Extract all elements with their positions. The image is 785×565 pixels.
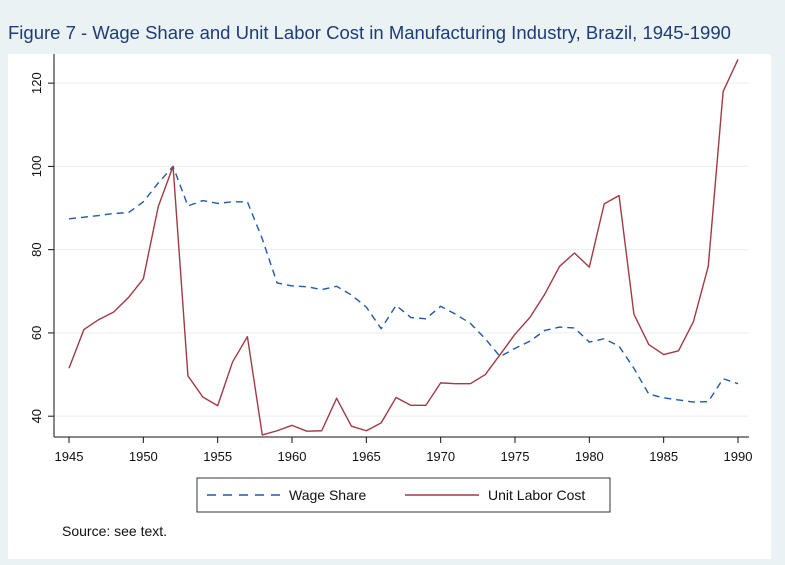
x-tick-label: 1985 — [649, 449, 678, 464]
series-line-unit-labor-cost — [68, 59, 739, 436]
x-tick-label: 1980 — [575, 449, 604, 464]
x-tick-label: 1990 — [724, 449, 753, 464]
chart-title: Figure 7 - Wage Share and Unit Labor Cos… — [8, 22, 731, 43]
grid-lines — [54, 82, 749, 417]
x-tick-label: 1950 — [129, 449, 158, 464]
legend-box — [196, 477, 611, 513]
x-tick-label: 1970 — [426, 449, 455, 464]
x-tick-label: 1960 — [278, 449, 307, 464]
x-tick-label: 1955 — [203, 449, 232, 464]
y-tick-label: 120 — [29, 72, 44, 94]
source-note: Source: see text. — [62, 523, 168, 539]
axis-ticks: 40 60 80 100 120 1945 1950 1955 1960 1965 1970 1975… — [29, 72, 752, 464]
series-lines — [68, 59, 739, 436]
series-line-wage-share — [68, 165, 739, 403]
legend-label-wage-share: Wage Share — [289, 487, 367, 503]
x-tick-label: 1975 — [501, 449, 530, 464]
x-tick-label: 1965 — [352, 449, 381, 464]
y-tick-label: 80 — [29, 242, 44, 256]
plot-area — [8, 54, 771, 559]
y-tick-label: 40 — [29, 409, 44, 423]
x-tick-label: 1945 — [55, 449, 84, 464]
y-tick-label: 60 — [29, 326, 44, 340]
y-tick-label: 100 — [29, 156, 44, 178]
legend-label-unit-labor-cost: Unit Labor Cost — [488, 487, 585, 503]
legend: Wage Share Unit Labor Cost — [196, 477, 611, 513]
